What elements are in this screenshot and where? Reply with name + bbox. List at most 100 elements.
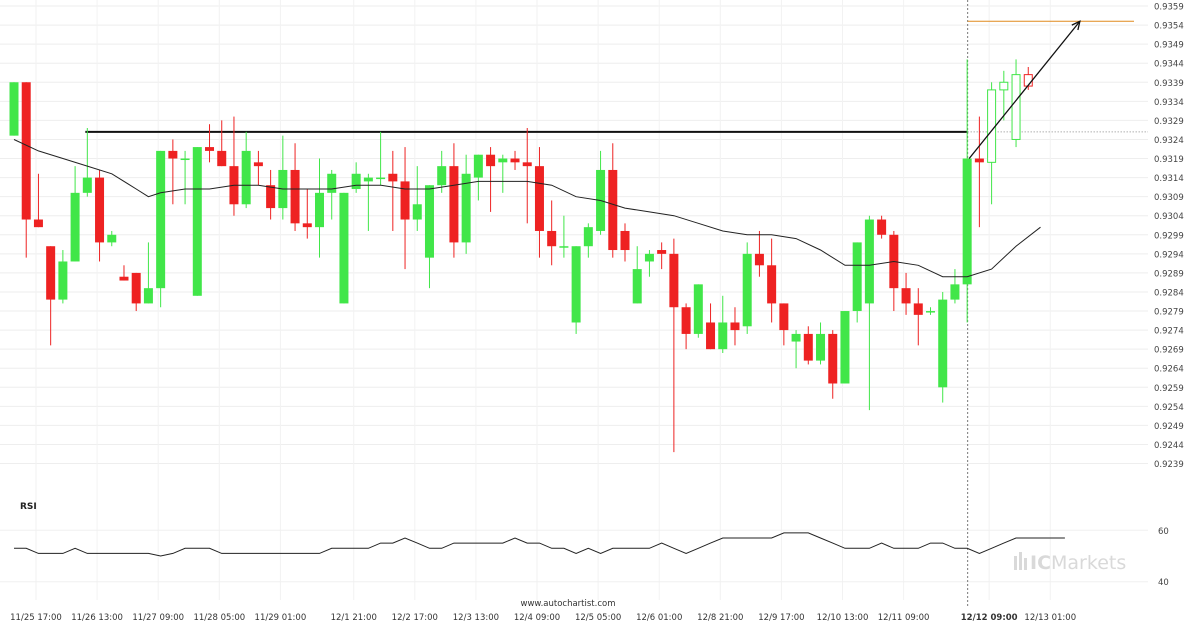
x-tick-label: 12/12 09:00 (961, 613, 1018, 623)
candle-body (266, 185, 276, 209)
candle-body (486, 154, 496, 167)
candle-body (156, 150, 166, 289)
candle-body (107, 234, 117, 243)
candle-body (718, 322, 728, 350)
candle-body (205, 147, 215, 151)
y-tick-label: 0.9284 (1154, 288, 1184, 298)
candle-body (816, 333, 826, 361)
x-tick-label: 12/3 13:00 (453, 613, 499, 623)
candle-body (754, 253, 764, 266)
y-tick-label: 0.9319 (1154, 155, 1184, 165)
y-tick-label: 0.9264 (1154, 365, 1184, 375)
x-tick-label: 12/10 13:00 (817, 613, 869, 623)
candle-body (644, 253, 654, 262)
x-tick-label: 12/2 17:00 (392, 613, 438, 623)
candle-body (534, 166, 544, 231)
candle-body (351, 173, 361, 190)
candle-body (938, 299, 948, 388)
candle-body (33, 219, 43, 228)
candle-body (657, 250, 667, 254)
candle-body (620, 230, 630, 251)
x-tick-label: 12/8 21:00 (697, 613, 743, 623)
candle-body (913, 303, 923, 315)
y-tick-label: 0.9254 (1154, 403, 1184, 413)
x-tick-label: 12/13 01:00 (1024, 613, 1076, 623)
candle-body (437, 166, 447, 186)
candle-body (693, 284, 703, 334)
candle-body (803, 333, 813, 361)
logo-prefix: IC (1030, 552, 1051, 574)
candle-body (82, 177, 92, 193)
candle-body (950, 284, 960, 300)
candle-body (363, 177, 373, 182)
candle-body (901, 288, 911, 304)
x-tick-label: 12/9 17:00 (758, 613, 804, 623)
candle-body (547, 230, 557, 247)
y-tick-label: 0.9249 (1154, 422, 1184, 432)
candle-body (510, 158, 520, 163)
candle-body (131, 272, 141, 304)
y-tick-label: 0.9274 (1154, 327, 1184, 337)
rsi-line (14, 532, 1065, 557)
candle-body (767, 265, 777, 304)
candle-body (926, 311, 935, 313)
candle-body (449, 166, 459, 243)
y-tick-label: 0.9299 (1154, 231, 1184, 241)
candle-body (522, 162, 532, 167)
y-tick-label: 0.9324 (1154, 136, 1184, 146)
candle-body (192, 147, 202, 296)
candle-body (58, 261, 68, 300)
candle-body (327, 173, 337, 193)
watermark-url: www.autochartist.com (521, 599, 616, 609)
candle-body (571, 246, 581, 323)
y-tick-label: 0.9269 (1154, 346, 1184, 356)
candle-body (681, 307, 691, 334)
candle-body (962, 158, 972, 285)
candle-body (412, 204, 422, 220)
y-tick-label: 0.9344 (1154, 60, 1184, 70)
logo-bar-icon (1024, 558, 1027, 570)
y-tick-label: 0.9314 (1154, 174, 1184, 184)
candle-body (143, 288, 153, 304)
candle-body (168, 150, 178, 159)
candle-body (608, 169, 618, 251)
candle-body (290, 169, 300, 224)
y-tick-label: 0.9309 (1154, 193, 1184, 203)
candle-body (70, 192, 80, 262)
y-tick-label: 0.9354 (1154, 22, 1184, 32)
x-tick-label: 12/5 05:00 (575, 613, 621, 623)
candle-body (302, 223, 312, 228)
candle-body (9, 82, 19, 136)
logo-bar-icon (1019, 552, 1022, 570)
icmarkets-logo: ICMarkets (1030, 552, 1126, 574)
logo-bar-icon (1014, 556, 1017, 570)
candle-body (583, 227, 593, 247)
candle-body (828, 333, 838, 384)
candle-body (424, 185, 434, 258)
rsi-y-tick-label: 60 (1158, 527, 1169, 537)
candle-body (779, 303, 789, 331)
x-tick-label: 11/27 09:00 (132, 613, 184, 623)
x-tick-label: 12/1 21:00 (331, 613, 377, 623)
candle-body (706, 322, 716, 350)
candle-body (498, 158, 508, 163)
y-tick-label: 0.9279 (1154, 308, 1184, 318)
candle-body (1011, 74, 1021, 140)
candle-body (473, 154, 483, 178)
y-tick-label: 0.9349 (1154, 41, 1184, 51)
y-tick-label: 0.9294 (1154, 250, 1184, 260)
candle-body (632, 269, 642, 304)
y-tick-label: 0.9244 (1154, 441, 1184, 451)
candle-body (46, 246, 56, 300)
rsi-y-tick-label: 40 (1158, 578, 1169, 588)
candle-body (400, 181, 410, 220)
candle-body (669, 253, 679, 308)
candle-body (791, 333, 801, 342)
candle-body (461, 173, 471, 243)
candle-body (987, 89, 997, 163)
y-tick-label: 0.9304 (1154, 212, 1184, 222)
candle-body (974, 158, 984, 163)
candle-body (315, 192, 324, 228)
y-tick-label: 0.9359 (1154, 3, 1184, 13)
